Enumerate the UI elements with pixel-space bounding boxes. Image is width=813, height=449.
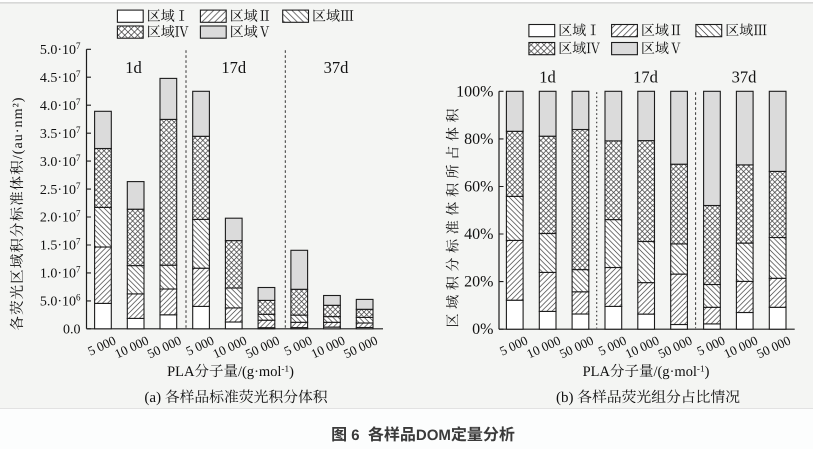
svg-text:100%: 100% <box>456 83 493 100</box>
svg-text:40%: 40% <box>464 226 493 243</box>
svg-text:5.0·106: 5.0·106 <box>40 293 81 310</box>
svg-text:4.5·107: 4.5·107 <box>40 69 81 86</box>
svg-text:2.0·107: 2.0·107 <box>40 209 81 226</box>
svg-text:0.0: 0.0 <box>63 323 81 338</box>
svg-text:17d: 17d <box>633 68 659 87</box>
svg-text:4.0·107: 4.0·107 <box>40 97 81 114</box>
svg-text:1.0·107: 1.0·107 <box>40 265 81 282</box>
svg-text:3.5·107: 3.5·107 <box>40 125 81 142</box>
svg-text:37d: 37d <box>324 58 350 77</box>
svg-text:80%: 80% <box>464 131 493 148</box>
svg-text:1d: 1d <box>539 68 556 87</box>
svg-text:20%: 20% <box>464 274 493 291</box>
svg-text:37d: 37d <box>732 68 758 87</box>
svg-text:60%: 60% <box>464 179 493 196</box>
svg-text:17d: 17d <box>221 58 247 77</box>
svg-text:1d: 1d <box>125 58 142 77</box>
svg-text:1.5·107: 1.5·107 <box>40 237 81 254</box>
svg-text:5.0·107: 5.0·107 <box>40 41 81 58</box>
svg-text:0%: 0% <box>472 321 493 338</box>
svg-text:2.5·107: 2.5·107 <box>40 181 81 198</box>
svg-text:3.0·107: 3.0·107 <box>40 153 81 170</box>
